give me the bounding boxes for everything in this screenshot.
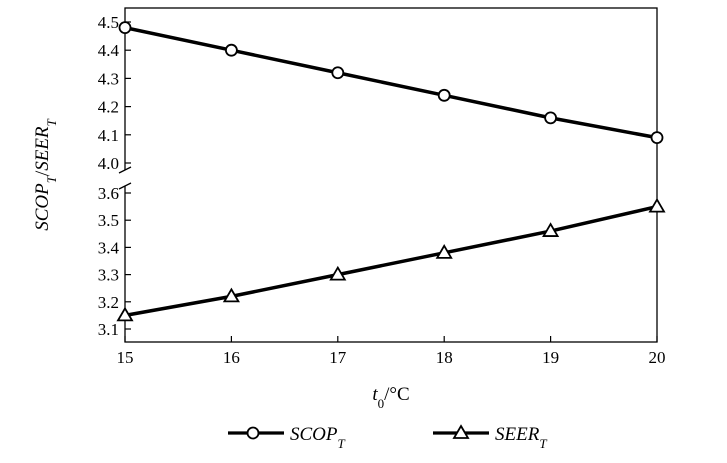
y-upper-tick-label: 4.4	[98, 41, 120, 60]
series-1	[116, 197, 666, 322]
legend-label-scop-name: SCOP	[290, 424, 338, 445]
x-axis-title: t0/°C	[372, 384, 409, 411]
x-axis-ticks: 15 16 17 18 19 20	[117, 336, 666, 367]
y-axis-title: SCOPT/SEERT	[32, 118, 59, 230]
y-upper-tick-label: 4.3	[98, 69, 119, 88]
y-lower-tick-label: 3.6	[98, 184, 119, 203]
series-layer	[116, 21, 666, 322]
series-0	[118, 21, 664, 145]
axis-break-mark-lower	[118, 182, 132, 190]
legend-marker-triangle	[452, 424, 470, 439]
data-point-triangle	[222, 287, 240, 303]
y-axis-ticks: 4.0 4.1 4.2 4.3 4.4 4.5 3.1 3.2 3.3 3.4 3.5 3.6	[98, 13, 131, 339]
legend: SCOPT SEERT	[228, 424, 547, 451]
data-point-triangle	[116, 306, 134, 322]
x-tick-label: 19	[542, 348, 559, 367]
legend-label-seer: SEERT	[495, 424, 547, 451]
x-tick-label: 17	[329, 348, 347, 367]
x-tick-label: 16	[223, 348, 240, 367]
x-tick-label: 20	[649, 348, 666, 367]
legend-marker-circle	[246, 426, 260, 440]
x-axis-title-base: t	[372, 384, 378, 405]
legend-label-scop-sub: T	[338, 436, 346, 451]
data-point-circle	[437, 88, 451, 102]
data-point-circle	[224, 43, 238, 57]
y-upper-tick-label: 4.5	[98, 13, 119, 32]
y-upper-tick-label: 4.0	[98, 154, 119, 173]
legend-item-scop: SCOPT	[228, 424, 346, 451]
legend-item-seer: SEERT	[433, 424, 547, 451]
data-point-circle	[331, 66, 345, 80]
series-line-1	[124, 204, 658, 318]
y-axis-title-b-sub: T	[44, 118, 59, 126]
axis-break-mark-upper	[118, 166, 132, 174]
y-lower-tick-label: 3.4	[98, 238, 120, 257]
x-axis-title-sub: 0	[378, 396, 385, 411]
y-axis-title-a: SCOP	[32, 183, 53, 231]
y-lower-tick-label: 3.5	[98, 211, 119, 230]
y-upper-tick-label: 4.2	[98, 98, 119, 117]
axis-break-gap	[121, 170, 129, 186]
data-point-triangle	[329, 265, 347, 281]
legend-label-scop: SCOPT	[290, 424, 346, 451]
data-point-triangle	[648, 197, 666, 213]
y-axis-title-b: SEER	[32, 126, 53, 171]
y-axis-title-a-sub: T	[44, 175, 59, 183]
plot-frame	[124, 7, 658, 343]
y-lower-tick-label: 3.1	[98, 320, 119, 339]
y-lower-tick-label: 3.3	[98, 266, 119, 285]
x-tick-label: 15	[117, 348, 134, 367]
data-point-circle	[544, 111, 557, 125]
y-upper-tick-label: 4.1	[98, 126, 119, 145]
x-tick-label: 18	[436, 348, 453, 367]
data-point-triangle	[435, 244, 453, 259]
series-line-0	[124, 25, 658, 140]
y-lower-tick-label: 3.2	[98, 293, 119, 312]
legend-label-seer-name: SEER	[495, 424, 540, 445]
data-point-triangle	[542, 222, 560, 237]
y-axis-title-sep: /	[32, 170, 53, 176]
axes	[118, 7, 658, 343]
data-point-circle	[118, 21, 132, 35]
x-axis-title-suffix: /°C	[384, 384, 410, 405]
legend-label-seer-sub: T	[539, 436, 547, 451]
data-point-circle	[650, 131, 664, 145]
